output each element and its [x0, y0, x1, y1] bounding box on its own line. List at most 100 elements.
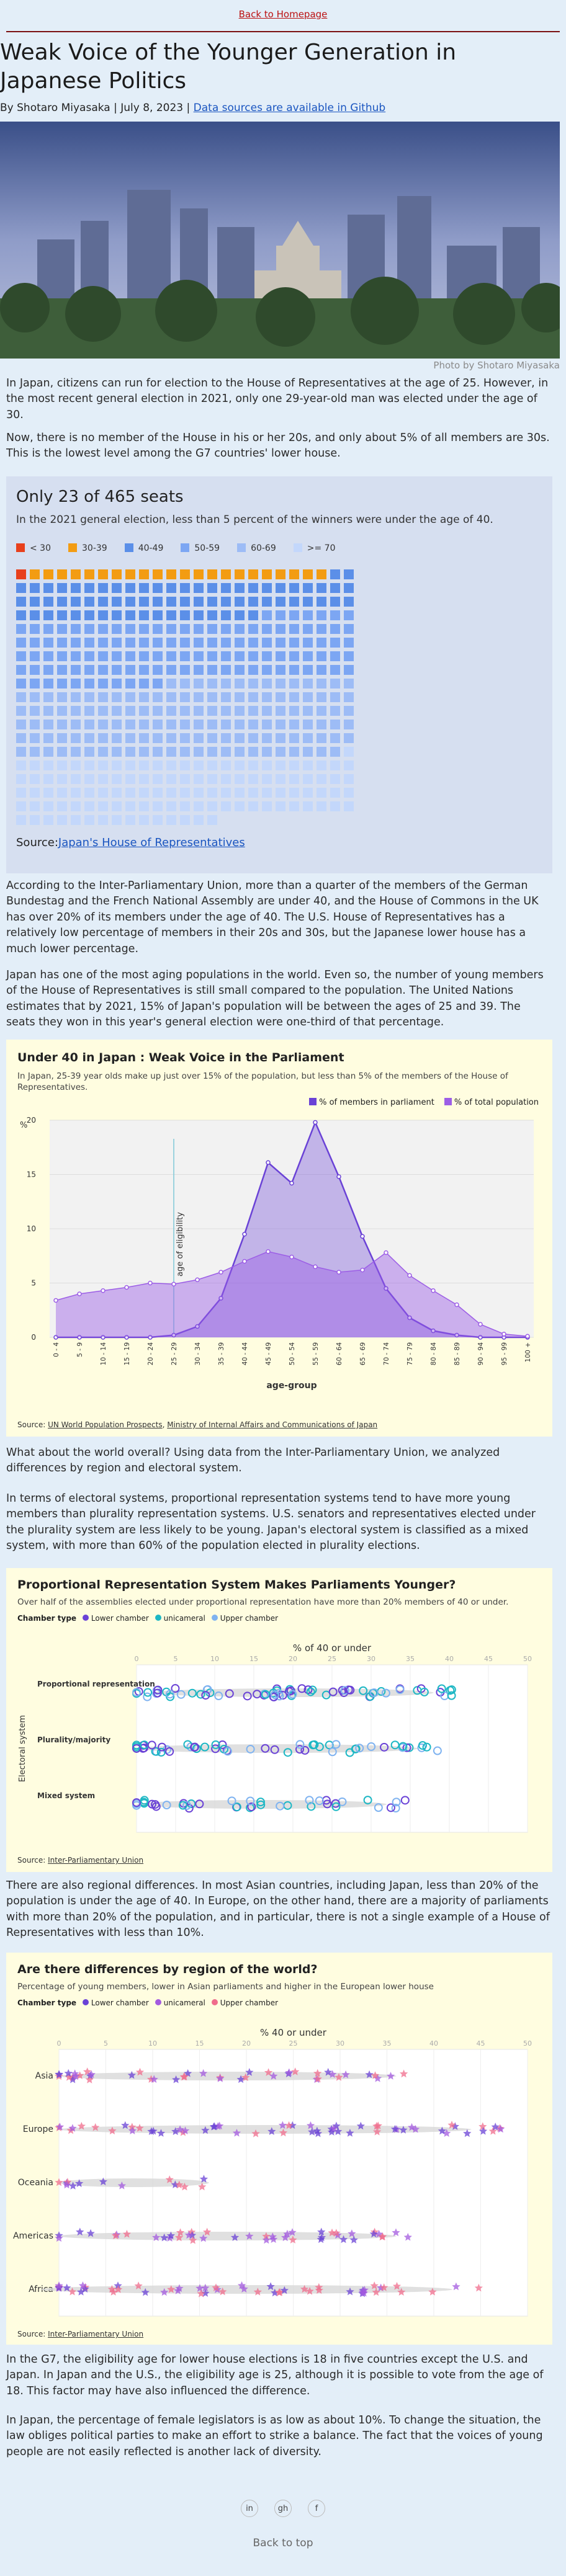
data-point [269, 2072, 278, 2080]
chart-title: Under 40 in Japan : Weak Voice in the Pa… [17, 1051, 344, 1064]
photo-caption: Photo by Shotaro Miyasaka [433, 360, 560, 371]
source-label: Source: [17, 1420, 46, 1429]
chart-title: Are there differences by region of the w… [17, 1963, 318, 1976]
seat-cell [57, 733, 67, 743]
legend-item: Lower chamber [83, 1614, 149, 1623]
data-point [525, 1334, 530, 1339]
seat-cell [207, 638, 217, 648]
data-point [171, 1281, 176, 1286]
seat-cell [71, 610, 81, 620]
source-link[interactable]: Inter-Parliamentary Union [48, 1856, 144, 1865]
seat-cell [194, 774, 204, 784]
seat-cell [303, 651, 313, 661]
data-point [171, 1684, 180, 1693]
seat-cell [303, 747, 313, 757]
seat-cell [30, 692, 40, 702]
data-point [402, 1743, 411, 1752]
seat-cell [30, 638, 40, 648]
facebook-icon[interactable]: f [308, 2500, 325, 2517]
paragraph: There are also regional differences. In … [6, 1879, 550, 1940]
source-link[interactable]: UN World Population Prospects [48, 1420, 163, 1429]
seat-cell [317, 597, 326, 607]
seat-cell [235, 679, 245, 689]
seat-cell [71, 665, 81, 675]
data-point [335, 2073, 343, 2081]
seat-cell [71, 706, 81, 716]
data-point [55, 2123, 65, 2131]
seat-cell [84, 597, 94, 607]
seat-cell [344, 692, 354, 702]
data-point [107, 2284, 116, 2293]
seat-cell [207, 774, 217, 784]
seat-cell [166, 638, 176, 648]
seat-cell [289, 665, 299, 675]
source-link[interactable]: Ministry of Internal Affairs and Communi… [167, 1420, 378, 1429]
seat-cell [153, 638, 163, 648]
data-point [203, 2227, 212, 2236]
seat-cell [289, 706, 299, 716]
seat-cell [166, 815, 176, 825]
seat-cell [330, 801, 340, 811]
data-point [195, 1324, 200, 1329]
seat-cell [166, 610, 176, 620]
seat-cell [344, 651, 354, 661]
seat-cell [57, 610, 67, 620]
data-point [240, 2284, 248, 2293]
legend-swatch [83, 1615, 89, 1621]
seat-cell [84, 720, 94, 729]
data-point [174, 2233, 184, 2242]
seat-cell [303, 801, 313, 811]
seat-cell [330, 706, 340, 716]
data-point [76, 2071, 84, 2079]
seat-cell [180, 610, 190, 620]
data-point [372, 2288, 380, 2296]
legend-swatch [444, 1098, 452, 1105]
data-point [360, 2286, 369, 2294]
data-point [256, 1798, 265, 1807]
seat-cell [57, 760, 67, 770]
data-point [203, 1685, 212, 1694]
data-point [291, 2067, 300, 2075]
seat-cell [317, 788, 326, 798]
seat-cell [235, 651, 245, 661]
data-point [433, 1746, 442, 1755]
series-area [56, 1122, 528, 1337]
data-point [245, 2068, 254, 2076]
data-point [242, 1259, 247, 1264]
data-point [91, 2123, 100, 2131]
x-tick-label: 100 + [524, 1342, 532, 1362]
data-point [132, 1744, 141, 1753]
data-point [147, 1740, 156, 1750]
x-tick-label: 95 - 99 [501, 1342, 508, 1365]
seat-cell [276, 610, 285, 620]
seat-cell [57, 747, 67, 757]
seat-cell [139, 706, 149, 716]
github-icon[interactable]: gh [274, 2500, 292, 2517]
x-tick-label: 10 - 14 [100, 1342, 107, 1366]
seat-cell [330, 733, 340, 743]
seat-cell [84, 706, 94, 716]
legend-label: % of total population [454, 1098, 539, 1107]
seat-cell [16, 624, 26, 634]
x-tick-label: 20 - 24 [147, 1342, 155, 1366]
data-point [351, 1744, 361, 1754]
legend-label: Lower chamber [91, 1614, 149, 1623]
seat-cell [166, 774, 176, 784]
seat-cell [125, 801, 135, 811]
data-point [438, 2126, 446, 2135]
seat-cell [57, 624, 67, 634]
seat-cell [71, 569, 81, 579]
back-to-top-link[interactable]: Back to top [253, 2537, 313, 2549]
seat-cell [71, 692, 81, 702]
seat-cell [43, 569, 53, 579]
data-point [171, 1332, 176, 1338]
seat-cell [30, 801, 40, 811]
linkedin-icon[interactable]: in [241, 2500, 258, 2517]
github-data-link[interactable]: Data sources are available in Github [193, 102, 386, 114]
data-point [349, 2235, 358, 2244]
source-link[interactable]: Japan's House of Representatives [58, 836, 245, 849]
data-point [348, 2229, 356, 2237]
source-link[interactable]: Inter-Parliamentary Union [48, 2330, 144, 2338]
data-point [407, 1315, 412, 1321]
back-to-homepage-link[interactable]: Back to Homepage [238, 9, 328, 20]
